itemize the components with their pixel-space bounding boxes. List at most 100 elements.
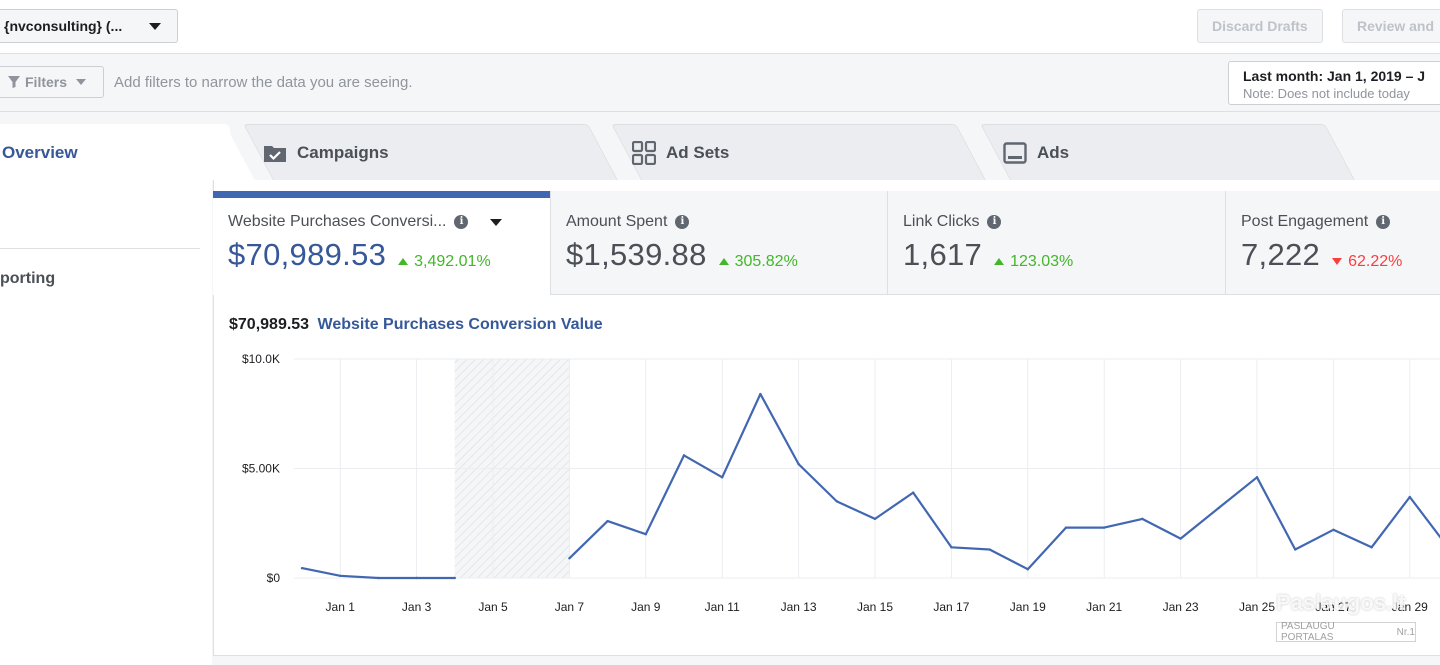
data-point [453,576,456,580]
data-point [644,533,647,536]
metric-delta-value: 62.22% [1348,252,1403,270]
filters-button[interactable]: Filters [0,66,104,98]
x-tick-label: Jan 23 [1163,600,1199,614]
active-indicator [213,191,550,198]
data-point [1294,548,1297,551]
funnel-icon [8,76,20,88]
data-point [721,476,724,479]
watermark-badge: PASLAUGU PORTALAS Nr.1 [1276,621,1416,643]
ad-icon [1003,142,1027,164]
chart-metric-name[interactable]: Website Purchases Conversion Value [317,316,603,333]
data-point [1217,506,1220,510]
data-point [1141,517,1144,521]
data-point [912,491,915,494]
data-point [606,519,609,523]
metric-delta: 62.22% [1332,253,1402,271]
tab-overview-label: Overview [2,143,78,162]
info-icon[interactable]: i [675,215,690,229]
y-tick-label: $0 [267,571,281,585]
data-point [1103,526,1106,529]
tab-ads-label: Ads [1037,143,1070,162]
data-point [339,574,342,578]
metric-label: Post Engagement [1241,213,1369,230]
date-range-label: Last month: Jan 1, 2019 – J [1243,68,1426,84]
filter-bar: Filters Add filters to narrow the data y… [0,54,1440,112]
series-line [568,392,1440,571]
chart-total: $70,989.53 [229,316,310,333]
discard-drafts-button[interactable]: Discard Drafts [1197,9,1323,43]
info-icon[interactable]: i [1376,215,1391,229]
x-tick-label: Jan 25 [1239,600,1275,614]
x-tick-label: Jan 1 [326,600,356,614]
info-icon[interactable]: i [454,215,469,229]
metric-card-link-clicks[interactable]: Link Clicks i 1,617 123.03% [888,191,1226,295]
x-tick-label: Jan 3 [402,600,432,614]
x-tick-label: Jan 15 [857,600,893,614]
tab-campaigns[interactable]: Campaigns [263,124,389,182]
tab-overview[interactable]: Overview [2,124,78,182]
metric-label: Link Clicks [903,213,980,230]
metric-card-amount-spent[interactable]: Amount Spent i $1,539.88 305.82% [551,191,888,295]
metric-delta: 305.82% [718,252,798,271]
x-tick-label: Jan 17 [933,600,969,614]
tab-campaigns-label: Campaigns [297,143,389,162]
data-point [1179,537,1182,540]
data-point [377,576,380,580]
data-point [415,576,418,580]
x-tick-label: Jan 13 [781,600,817,614]
chevron-down-icon [149,23,161,30]
date-range-picker[interactable]: Last month: Jan 1, 2019 – J Note: Does n… [1228,61,1440,105]
x-tick-label: Jan 11 [705,600,740,614]
data-point [873,517,877,521]
y-tick-label: $5.00K [242,462,280,476]
watermark-nr: Nr.1 [1396,626,1415,638]
data-point [759,392,762,396]
metric-card-post-engagement[interactable]: Post Engagement i 7,222 62.22% [1226,191,1440,295]
x-tick-label: Jan 9 [631,600,661,614]
metric-delta-value: 3,492.01% [414,252,491,270]
top-bar: {nvconsulting} (... Discard Drafts Revie… [0,0,1440,54]
date-range-note: Note: Does not include today [1243,86,1410,101]
sidebar-divider [0,248,200,249]
metric-label: Amount Spent [566,213,668,230]
y-tick-label: $10.0K [242,352,280,366]
metric-card-purchases[interactable]: Website Purchases Conversi... i $70,989.… [213,191,551,295]
arrow-up-icon [718,258,729,265]
tab-ad-sets[interactable]: Ad Sets [632,124,729,182]
review-button[interactable]: Review and [1342,9,1440,43]
data-point [1370,546,1373,549]
tab-ads[interactable]: Ads [1003,124,1069,182]
arrow-up-icon [994,258,1005,265]
chevron-down-icon [76,79,87,85]
metric-value: $70,989.53 [228,237,387,272]
x-tick-label: Jan 21 [1086,600,1122,614]
x-tick-label: Jan 19 [1010,600,1046,614]
arrow-down-icon [1332,258,1343,265]
metric-delta-value: 123.03% [1010,252,1074,270]
filter-hint: Add filters to narrow the data you are s… [114,74,413,91]
metric-delta: 123.03% [994,253,1073,271]
x-tick-label: Jan 5 [478,600,508,614]
metric-value: $1,539.88 [566,237,707,272]
metric-delta-value: 305.82% [734,252,798,270]
sidebar-item-reporting[interactable]: porting [0,270,56,287]
data-point [1332,528,1335,532]
data-point [950,546,953,549]
line-chart: $0 $5.00K $10.0K Jan 1 Jan 3 Jan 5 Jan 7 Jan 9 J… [242,352,1440,614]
filters-label: Filters [25,74,68,90]
data-point [682,454,686,457]
metric-label: Website Purchases Conversi... [228,213,447,230]
data-point [1408,495,1412,499]
metric-value: 7,222 [1241,237,1321,272]
series-line [301,567,455,580]
tab-ad-sets-label: Ad Sets [666,143,730,162]
watermark-sub: PASLAUGU PORTALAS [1281,621,1335,643]
data-point [835,500,838,503]
sidebar [0,180,212,665]
account-selector[interactable]: {nvconsulting} (... [0,9,178,43]
watermark: Paslaugos.lt [1276,590,1406,615]
x-tick-label: Jan 29 [1392,600,1428,614]
chevron-down-icon[interactable] [490,218,503,226]
x-tick-label: Jan 7 [555,600,585,614]
info-icon[interactable]: i [987,215,1002,229]
